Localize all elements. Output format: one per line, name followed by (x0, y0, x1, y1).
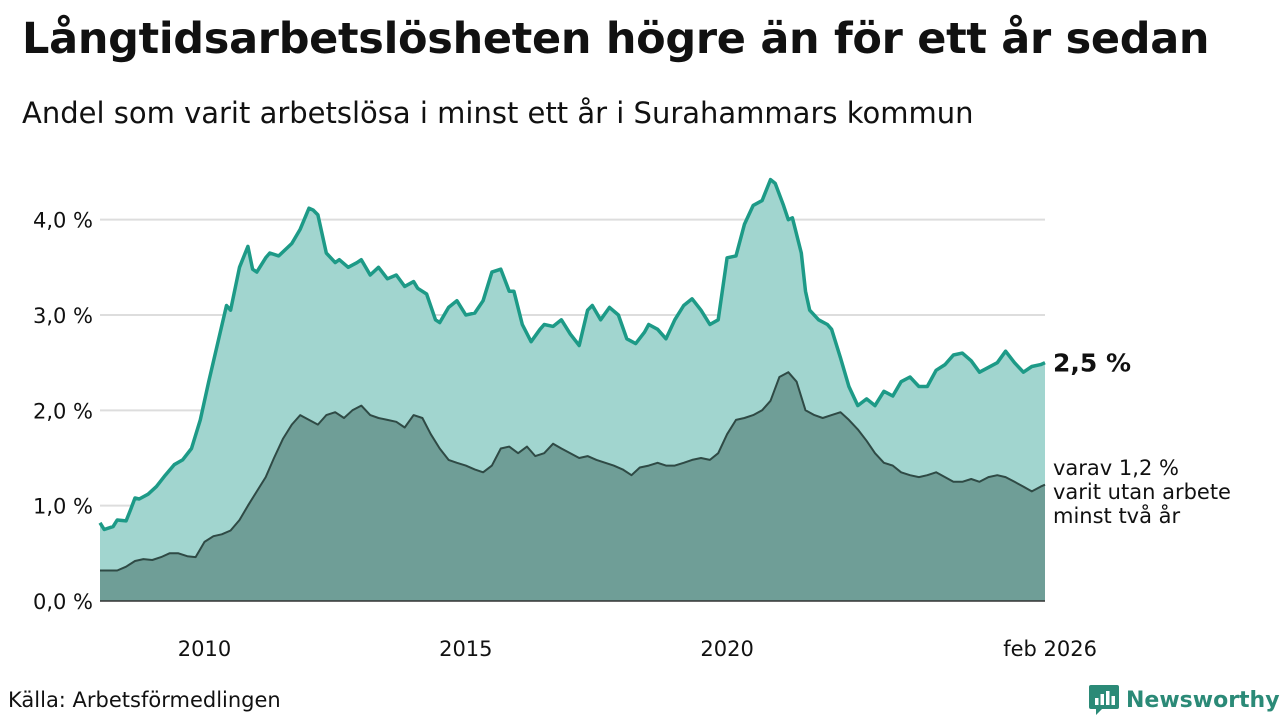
series-2-end-label-line: minst två år (1053, 503, 1181, 528)
source-note: Källa: Arbetsförmedlingen (8, 688, 281, 712)
series-2-end-label-line: varit utan arbete (1053, 480, 1231, 504)
series-2-end-label-line: varav 1,2 % (1053, 456, 1179, 480)
series-2-area (100, 372, 1045, 601)
x-tick-label: feb 2026 (1003, 637, 1097, 661)
y-tick-label: 1,0 % (33, 495, 93, 519)
y-tick-label: 3,0 % (33, 304, 93, 328)
chart-title: Långtidsarbetslösheten högre än för ett … (22, 14, 1210, 64)
x-tick-label: 2020 (700, 637, 753, 661)
y-tick-label: 0,0 % (33, 590, 93, 614)
series-1-line (98, 177, 1046, 532)
y-tick-label: 4,0 % (33, 209, 93, 233)
brand-name: Newsworthy (1126, 687, 1280, 713)
newsworthy-logo-icon (1089, 685, 1119, 715)
brand-logo: Newsworthy (1088, 683, 1280, 717)
x-tick-label: 2010 (178, 637, 231, 661)
y-tick-label: 2,0 % (33, 399, 93, 423)
series-1-end-label: 2,5 % (1053, 349, 1131, 378)
chart-subtitle: Andel som varit arbetslösa i minst ett å… (22, 96, 974, 130)
series-2-line (100, 371, 1046, 572)
x-tick-label: 2015 (439, 637, 492, 661)
